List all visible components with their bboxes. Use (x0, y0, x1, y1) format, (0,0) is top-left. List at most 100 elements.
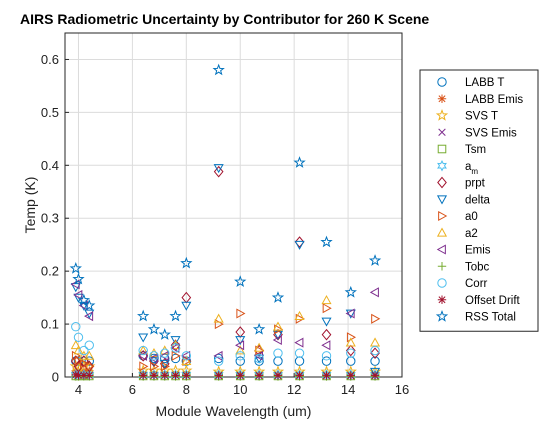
x-tick-label: 10 (233, 382, 247, 397)
legend-entry-label: Corr (465, 278, 488, 290)
data-point-offset-drift (273, 371, 283, 380)
data-point-delta (159, 359, 170, 369)
data-point-delta (321, 317, 332, 327)
legend-marker (437, 262, 447, 271)
data-point-labb-t (294, 356, 305, 366)
data-point-offset-drift (322, 371, 331, 380)
data-point-offset-drift (254, 371, 264, 380)
x-tick-label: 14 (341, 382, 355, 397)
data-point-a2 (345, 337, 356, 347)
data-point-offset-drift (138, 371, 148, 380)
legend-entry-label: Emis (465, 245, 491, 257)
data-point-a0 (80, 358, 90, 369)
legend-entry-label: SVS Emis (465, 127, 517, 139)
legend-marker (437, 160, 447, 172)
data-point-rss-total (137, 309, 150, 322)
x-axis-label: Module Wavelength (um) (156, 403, 312, 419)
data-point-offset-drift (149, 371, 159, 380)
data-point-rss-total (252, 322, 266, 335)
data-point-a2 (84, 350, 95, 360)
data-point-corr (71, 322, 81, 332)
data-point-emis (235, 340, 245, 351)
data-point-a0 (150, 361, 160, 372)
data-point-corr (235, 351, 245, 361)
y-tick-label: 0.3 (41, 211, 59, 226)
data-point-corr (170, 343, 181, 353)
data-point-delta (213, 164, 224, 174)
data-point-rss-total (344, 285, 357, 298)
data-point-a2 (254, 342, 265, 352)
data-point-prpt (345, 344, 356, 357)
x-tick-label: 8 (183, 382, 190, 397)
y-tick-label: 0.4 (41, 158, 59, 173)
data-point-offset-drift (236, 371, 245, 380)
data-point-a0 (322, 303, 332, 314)
y-tick-label: 0.5 (41, 105, 59, 120)
data-point-prpt (370, 347, 380, 360)
data-point-emis (170, 342, 180, 353)
legend-marker (437, 77, 447, 87)
legend-entry-label: am (465, 161, 478, 176)
data-point-offset-drift (171, 371, 180, 380)
legend-marker (436, 227, 448, 237)
data-point-offset-drift (85, 371, 94, 380)
legend-entry-label: a0 (465, 211, 478, 223)
grid (65, 33, 403, 378)
legend-entry-label: Tsm (465, 144, 486, 156)
legend-entry-label: LABB T (465, 77, 504, 89)
x-tick-label: 4 (75, 382, 82, 397)
data-markers (69, 63, 382, 381)
data-point-emis (73, 289, 83, 301)
legend-entry-label: LABB Emis (465, 94, 523, 106)
data-point-offset-drift (214, 371, 223, 380)
data-point-corr (254, 353, 264, 364)
data-point-offset-drift (370, 371, 380, 380)
data-point-corr (73, 332, 84, 343)
data-point-delta (345, 309, 356, 319)
data-point-delta (235, 336, 246, 346)
data-point-a2 (73, 345, 84, 355)
data-point-rss-total (293, 156, 306, 168)
data-point-a2 (321, 295, 332, 305)
data-point-rss-total (212, 63, 225, 76)
legend-marker (437, 295, 447, 304)
data-point-corr (321, 351, 332, 361)
legend-marker (438, 128, 446, 136)
data-point-corr (138, 345, 148, 356)
data-point-labb-t (84, 356, 94, 366)
data-point-emis (272, 334, 282, 346)
data-point-a0 (74, 356, 84, 367)
data-point-rss-total (271, 291, 285, 303)
data-point-rss-total (147, 322, 161, 335)
legend-entry-label: delta (465, 194, 491, 206)
plot-area (64, 32, 403, 378)
y-tick-label: 0.1 (41, 317, 59, 332)
data-point-a0 (371, 313, 381, 324)
data-point-a0 (171, 350, 181, 361)
legend-entry-label: RSS Total (465, 312, 516, 324)
data-point-corr (79, 345, 89, 356)
legend: LABB T LABB Emis SVS T SVS Emis Tsm am prpt del… (419, 69, 539, 332)
y-axis-label: Temp (K) (22, 177, 38, 234)
data-point-a0 (85, 361, 95, 372)
legend-marker (438, 210, 448, 222)
data-point-emis (369, 287, 379, 298)
data-point-rss-total (169, 309, 182, 322)
legend-marker (437, 144, 447, 154)
data-point-delta (84, 309, 95, 319)
y-tick-label: 0.2 (41, 264, 59, 279)
y-tick-label: 0.6 (41, 52, 59, 67)
data-point-rss-total (72, 272, 85, 285)
legend-entry-label: a2 (465, 228, 478, 240)
data-point-a0 (160, 361, 170, 372)
data-point-corr (346, 348, 356, 358)
data-point-prpt (294, 236, 305, 248)
data-point-a2 (181, 355, 192, 365)
data-point-emis (84, 311, 94, 322)
data-point-emis (181, 350, 191, 361)
legend-marker (435, 310, 449, 322)
data-point-offset-drift (182, 371, 191, 380)
data-point-rss-total (77, 293, 91, 306)
data-point-rss-total (69, 262, 82, 274)
legend-entry-label: Tobc (465, 261, 490, 273)
